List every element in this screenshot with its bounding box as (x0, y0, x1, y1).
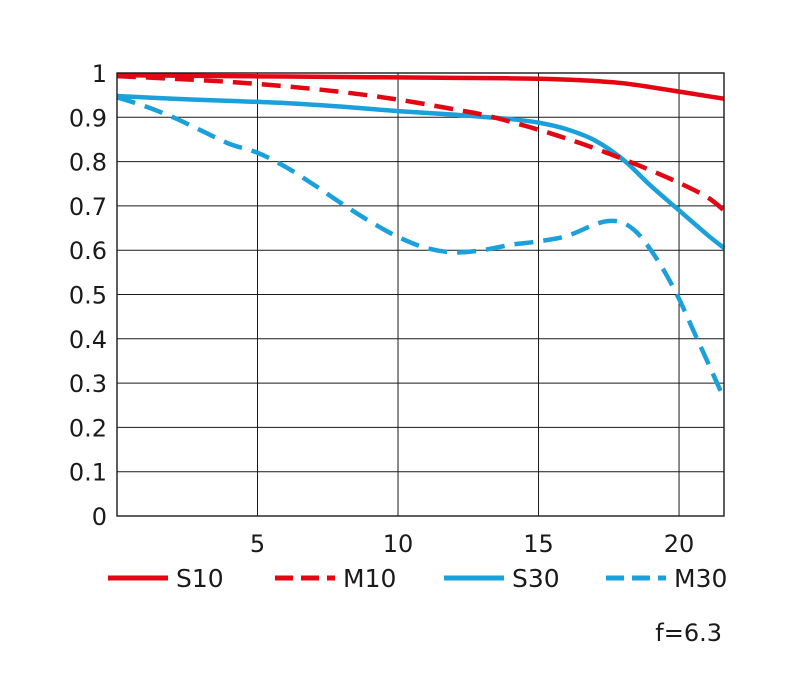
y-tick-label: 0.2 (69, 414, 107, 442)
y-tick-label: 0.1 (69, 459, 107, 487)
x-axis-tick-labels: 5 10 15 20 (250, 530, 694, 558)
grid (117, 72, 724, 517)
y-tick-label: 0.7 (69, 193, 107, 221)
legend-label-m10: M10 (343, 564, 396, 593)
y-tick-label: 0.3 (69, 370, 107, 398)
y-tick-label: 0.9 (69, 104, 107, 132)
series-lines (116, 72, 727, 400)
series-line-s30 (116, 93, 726, 250)
series-line-m10 (116, 73, 726, 213)
x-tick-label: 15 (523, 530, 554, 558)
legend-label-s10: S10 (176, 564, 224, 593)
series-line-s10 (116, 72, 725, 101)
aperture-annotation: f=6.3 (655, 619, 722, 647)
y-tick-label: 0.6 (69, 237, 107, 265)
plot-frame (116, 72, 725, 517)
x-tick-label: 5 (250, 530, 265, 558)
legend: S10 M10 S30 M30 (108, 564, 727, 593)
y-tick-label: 0 (92, 503, 107, 531)
y-tick-label: 0.8 (69, 149, 107, 177)
legend-label-s30: S30 (512, 564, 560, 593)
y-axis-tick-labels: 0 0.1 0.2 0.3 0.4 0.5 0.6 0.7 0.8 0.9 1 (69, 60, 107, 531)
series-line-m30 (116, 95, 727, 400)
y-tick-label: 0.4 (69, 326, 107, 354)
legend-label-m30: M30 (674, 564, 727, 593)
x-tick-label: 20 (664, 530, 695, 558)
x-tick-label: 10 (383, 530, 414, 558)
y-tick-label: 0.5 (69, 282, 107, 310)
y-tick-label: 1 (92, 60, 107, 88)
